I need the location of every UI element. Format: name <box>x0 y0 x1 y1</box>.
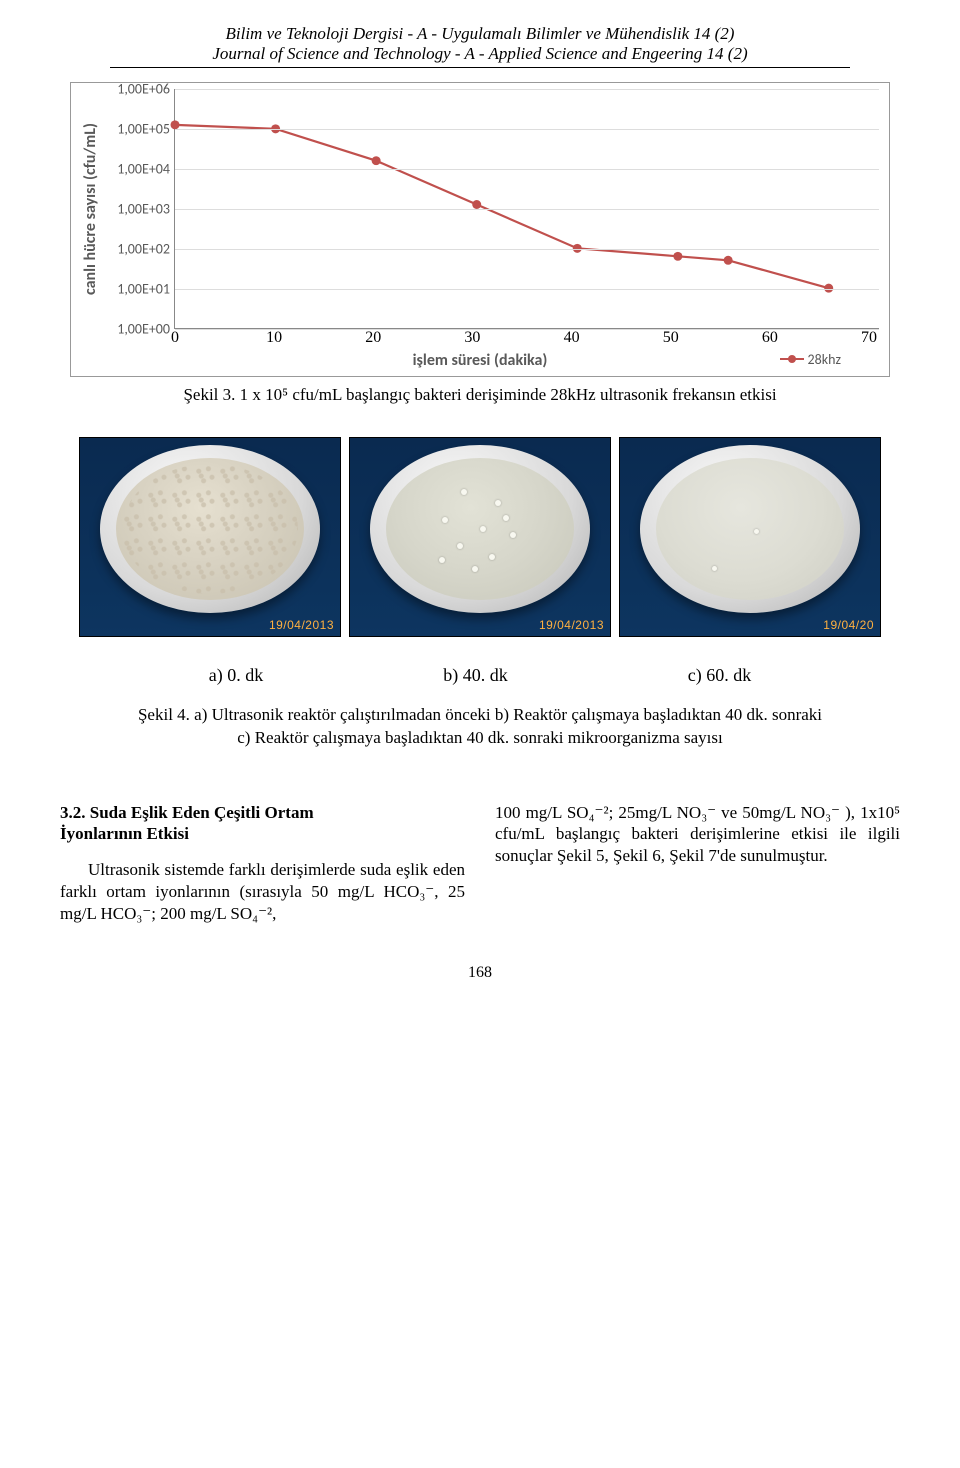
petri-photo-c: 19/04/20 <box>619 437 881 637</box>
chart-y-label: canlı hücre sayısı (cfu/mL) <box>81 123 100 295</box>
photo-label-a: a) 0. dk <box>209 665 263 686</box>
section-heading: 3.2. Suda Eşlik Eden Çeşitli Ortam İyonl… <box>60 802 465 846</box>
chart-x-label: işlem süresi (dakika) 28khz <box>81 351 879 370</box>
chart-legend: 28khz <box>780 351 841 368</box>
photo-timestamp: 19/04/2013 <box>269 618 334 632</box>
photo-timestamp: 19/04/20 <box>823 618 874 632</box>
photo-label-b: b) 40. dk <box>443 665 508 686</box>
photo-label-c: c) 60. dk <box>688 665 751 686</box>
chart-plot-area <box>174 89 879 329</box>
body-paragraph-left: Ultrasonik sistemde farklı derişimlerde … <box>60 859 465 924</box>
legend-line-icon <box>780 358 804 360</box>
figure4-caption: Şekil 4. a) Ultrasonik reaktör çalıştırı… <box>80 704 880 750</box>
journal-title-tr: Bilim ve Teknoloji Dergisi - A - Uygulam… <box>60 24 900 44</box>
header-divider <box>110 67 850 68</box>
photo-timestamp: 19/04/2013 <box>539 618 604 632</box>
petri-photos-row: 19/04/2013 19/04/2013 19/04/20 <box>60 437 900 637</box>
body-column-left: 3.2. Suda Eşlik Eden Çeşitli Ortam İyonl… <box>60 802 465 925</box>
body-paragraph-right: 100 mg/L SO₄⁻²; 25mg/L NO₃⁻ ve 50mg/L NO… <box>495 802 900 867</box>
page-number: 168 <box>60 964 900 982</box>
legend-label: 28khz <box>808 351 841 368</box>
petri-photo-b: 19/04/2013 <box>349 437 611 637</box>
chart-container: canlı hücre sayısı (cfu/mL) 1,00E+061,00… <box>70 82 890 377</box>
body-column-right: 100 mg/L SO₄⁻²; 25mg/L NO₃⁻ ve 50mg/L NO… <box>495 802 900 925</box>
body-two-column: 3.2. Suda Eşlik Eden Çeşitli Ortam İyonl… <box>60 802 900 925</box>
petri-photo-a: 19/04/2013 <box>79 437 341 637</box>
journal-title-en: Journal of Science and Technology - A - … <box>60 44 900 64</box>
chart-x-ticks: 010203040506070 <box>175 329 869 349</box>
figure3-caption: Şekil 3. 1 x 10⁵ cfu/mL başlangıç bakter… <box>60 385 900 405</box>
chart-y-ticks: 1,00E+061,00E+051,00E+041,00E+031,00E+02… <box>104 89 174 329</box>
photo-labels-row: a) 0. dk b) 40. dk c) 60. dk <box>60 665 900 686</box>
